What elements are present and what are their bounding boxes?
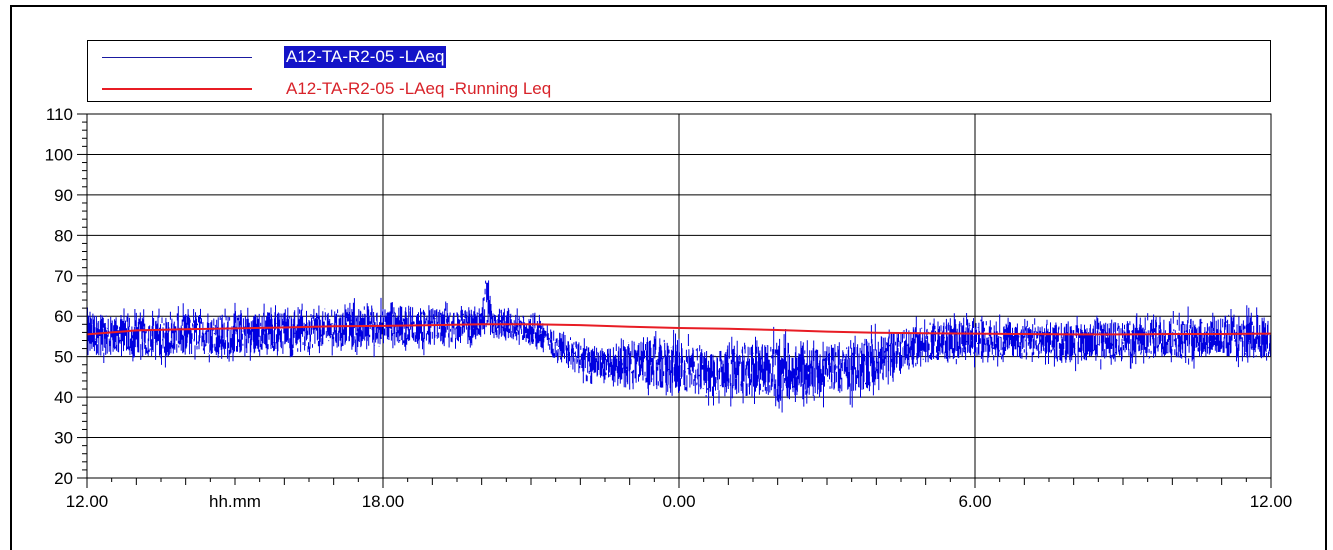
legend-label-laeq: A12-TA-R2-05 -LAeq [284, 46, 447, 68]
legend-entry-laeq: A12-TA-R2-05 -LAeq [88, 46, 1270, 68]
legend-label-running-leq: A12-TA-R2-05 -LAeq -Running Leq [286, 79, 552, 98]
x-tick-label: 12.00 [1250, 492, 1293, 511]
y-tick-label: 30 [54, 429, 73, 448]
y-tick-label: 100 [45, 145, 73, 164]
x-tick-label: 6.00 [958, 492, 991, 511]
running-leq-line [86, 323, 1272, 336]
chart-frame [10, 5, 1327, 550]
x-tick-label: 0.00 [662, 492, 695, 511]
y-tick-label: 40 [54, 388, 73, 407]
y-tick-label: 110 [46, 105, 73, 124]
axes: 110 100 90 80 70 60 50 40 30 20 12.00 18.00 0.00 6.00… [45, 105, 1293, 511]
y-tick-label: 70 [54, 267, 73, 286]
y-tick-label: 80 [54, 226, 73, 245]
plot-area-border [86, 113, 1272, 479]
y-tick-label: 20 [54, 469, 73, 488]
x-axis-label: hh.mm [209, 492, 261, 511]
y-tick-label: 60 [54, 307, 73, 326]
legend-entry-running-leq: A12-TA-R2-05 -LAeq -Running Leq [88, 78, 1270, 100]
legend-swatch-red [102, 88, 252, 90]
series-running-leq [86, 323, 1272, 336]
legend-swatch-blue [102, 57, 252, 58]
x-tick-label: 18.00 [362, 492, 405, 511]
grid [87, 113, 1271, 478]
x-tick-label: 12.00 [66, 492, 109, 511]
y-tick-label: 50 [54, 348, 73, 367]
y-tick-label: 90 [54, 186, 73, 205]
legend: A12-TA-R2-05 -LAeq A12-TA-R2-05 -LAeq -R… [87, 40, 1271, 102]
